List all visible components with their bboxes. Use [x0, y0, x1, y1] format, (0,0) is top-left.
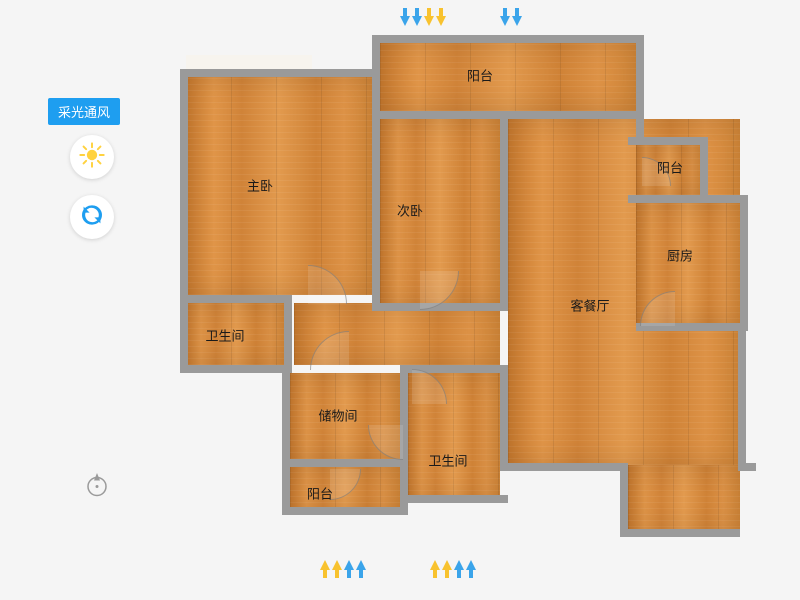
- room-bathroom-1: [186, 303, 286, 365]
- wall-27: [282, 459, 408, 467]
- arrow-group-1: [500, 8, 522, 26]
- arrow-group-0: [400, 8, 446, 26]
- yellow-arrow-icon: [320, 560, 330, 578]
- floorplan: 主卧阳台次卧客餐厅阳台厨房卫生间储物间卫生间阳台: [180, 35, 750, 545]
- wall-20: [180, 69, 188, 373]
- wall-19: [180, 365, 290, 373]
- wall-25: [500, 111, 508, 311]
- wall-22: [284, 295, 292, 373]
- wall-17: [282, 507, 408, 515]
- wall-29: [628, 195, 644, 203]
- wall-9: [738, 323, 746, 471]
- wall-12: [620, 463, 628, 537]
- compass-icon: [82, 470, 112, 500]
- wall-14: [500, 365, 508, 471]
- blue-arrow-icon: [356, 560, 366, 578]
- blue-arrow-icon: [412, 8, 422, 26]
- room-master-bedroom: [186, 75, 372, 295]
- wall-28: [400, 495, 508, 503]
- canvas: 采光通风: [0, 0, 800, 600]
- blue-arrow-icon: [344, 560, 354, 578]
- wall-1: [372, 35, 380, 119]
- arrow-group-2: [320, 560, 366, 578]
- wall-0: [180, 69, 378, 77]
- blue-arrow-icon: [500, 8, 510, 26]
- wall-21: [180, 295, 292, 303]
- yellow-arrow-icon: [430, 560, 440, 578]
- yellow-arrow-icon: [436, 8, 446, 26]
- sun-icon: [79, 142, 105, 173]
- wall-24: [372, 111, 380, 311]
- wall-23: [372, 111, 644, 119]
- lighting-ventilation-badge: 采光通风: [48, 98, 120, 125]
- blue-arrow-icon: [454, 560, 464, 578]
- wall-10: [738, 463, 756, 471]
- yellow-arrow-icon: [442, 560, 452, 578]
- refresh-icon: [80, 203, 104, 232]
- yellow-arrow-icon: [332, 560, 342, 578]
- blue-arrow-icon: [512, 8, 522, 26]
- wall-4: [636, 137, 708, 145]
- arrow-group-3: [430, 560, 476, 578]
- wall-18: [282, 365, 290, 515]
- yellow-arrow-icon: [424, 8, 434, 26]
- wall-30: [628, 137, 644, 145]
- wall-7: [740, 195, 748, 331]
- wall-6: [636, 195, 748, 203]
- blue-arrow-icon: [466, 560, 476, 578]
- wall-11: [620, 529, 740, 537]
- wall-5: [700, 137, 708, 197]
- refresh-button[interactable]: [70, 195, 114, 239]
- room-balcony-top: [380, 41, 636, 111]
- wall-3: [636, 35, 644, 145]
- sun-button[interactable]: [70, 135, 114, 179]
- blue-arrow-icon: [400, 8, 410, 26]
- wall-13: [500, 463, 628, 471]
- room-living-lower: [628, 465, 740, 533]
- wall-2: [372, 35, 644, 43]
